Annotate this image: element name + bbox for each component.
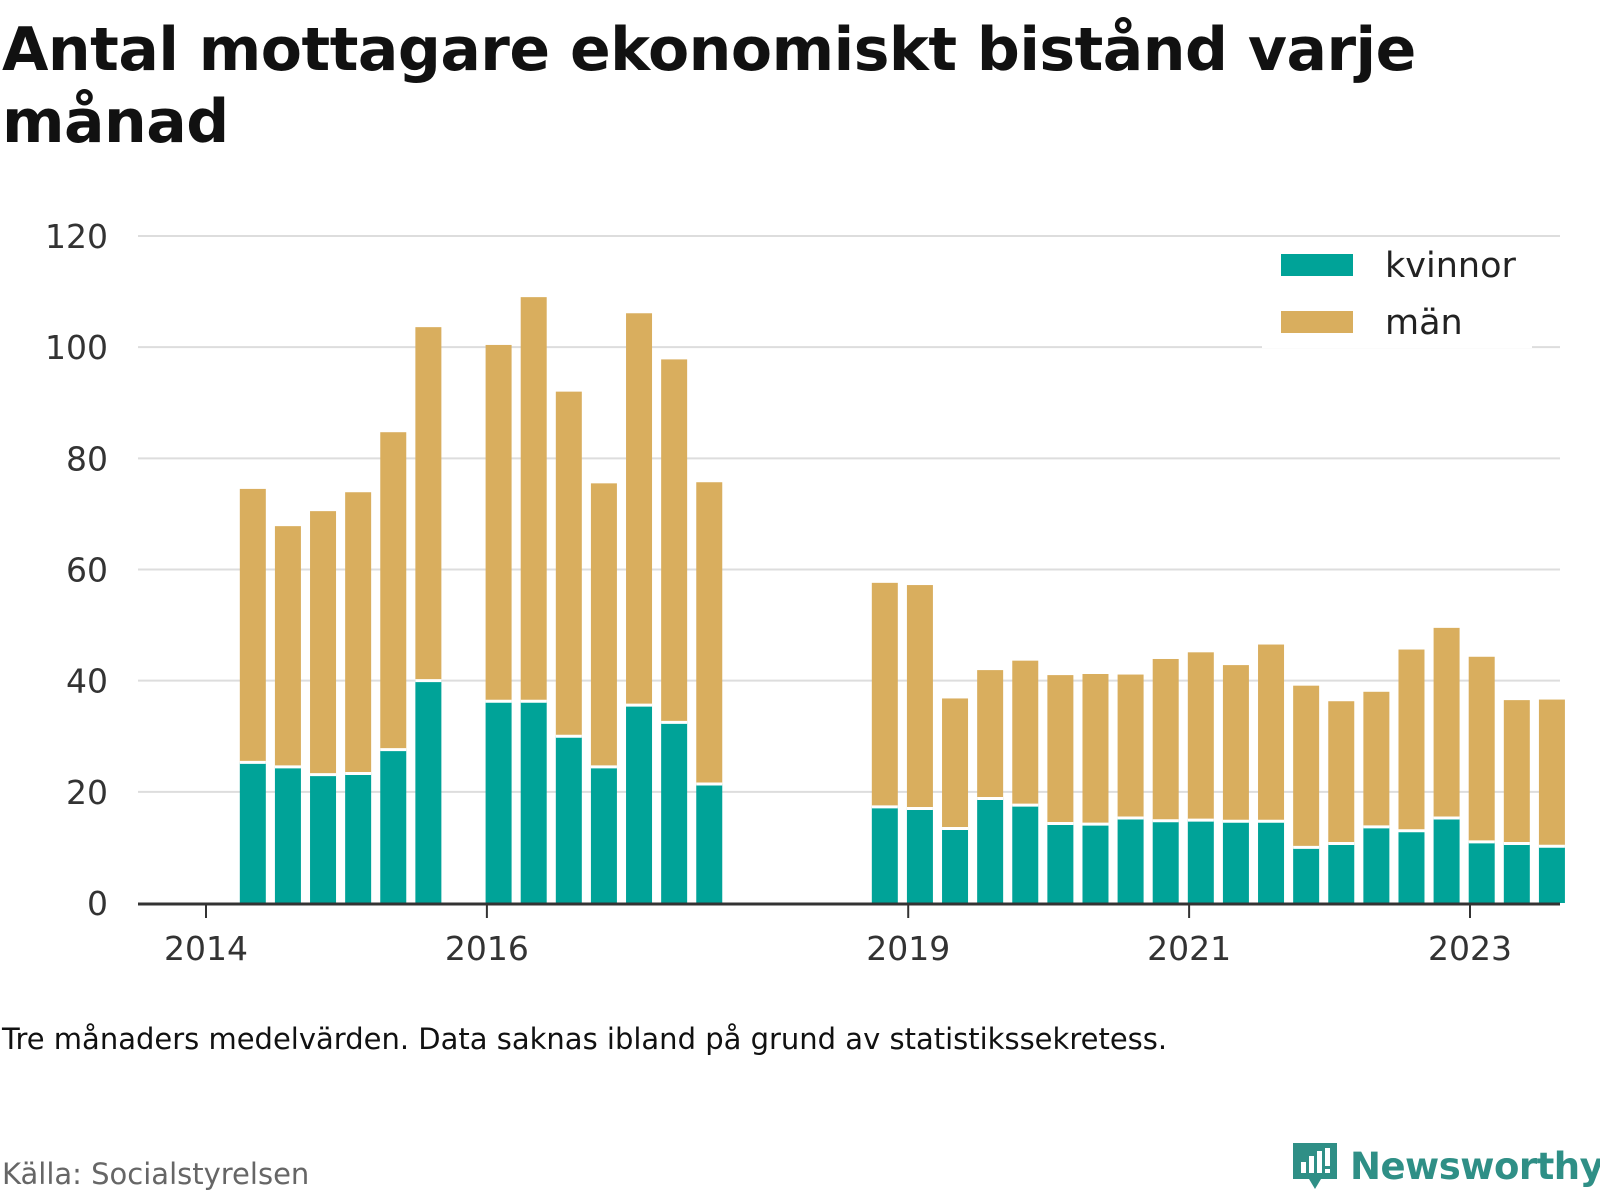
- bar-man: [591, 483, 617, 766]
- legend-swatch: [1281, 254, 1353, 276]
- bar-man: [1082, 674, 1108, 824]
- bar-man: [1504, 700, 1530, 843]
- bar-man: [1153, 659, 1179, 821]
- bar-kvinnor: [1223, 821, 1249, 903]
- bar-kvinnor: [486, 701, 512, 903]
- source-text: Källa: Socialstyrelsen: [2, 1157, 309, 1191]
- bar-kvinnor: [1047, 824, 1073, 903]
- bar-man: [1539, 700, 1565, 847]
- brand-logo: Newsworthy: [1290, 1140, 1600, 1192]
- legend-swatch: [1281, 311, 1353, 333]
- bar-kvinnor: [1153, 821, 1179, 903]
- bar-kvinnor: [1434, 818, 1460, 903]
- legend: kvinnor män: [1262, 240, 1532, 348]
- x-tick-label: 2023: [1428, 929, 1512, 968]
- bar-man: [977, 670, 1003, 798]
- bar-kvinnor: [1363, 827, 1389, 903]
- bar-man: [872, 583, 898, 807]
- bar-man: [240, 489, 266, 762]
- y-tick-label: 120: [45, 217, 108, 256]
- bar-kvinnor: [345, 773, 371, 903]
- brand-name: Newsworthy: [1350, 1145, 1600, 1188]
- bar-kvinnor: [1258, 821, 1284, 903]
- bar-man: [1223, 665, 1249, 821]
- chart: 0 20 40 60 80 100 120 2014 2016 2019 2021 2023 kvi…: [0, 0, 1600, 1000]
- bar-kvinnor: [1328, 844, 1354, 903]
- bar-kvinnor: [696, 784, 722, 903]
- bar-kvinnor: [661, 722, 687, 903]
- bar-kvinnor: [1504, 844, 1530, 903]
- bar-kvinnor: [1469, 842, 1495, 903]
- bar-man: [1047, 675, 1073, 823]
- bar-man: [907, 585, 933, 808]
- y-tick-label: 80: [66, 439, 108, 478]
- bar-man: [1188, 652, 1214, 820]
- x-tick-label: 2021: [1147, 929, 1231, 968]
- legend-label: kvinnor: [1385, 246, 1516, 286]
- bar-kvinnor: [977, 799, 1003, 903]
- y-tick-label: 0: [87, 884, 108, 923]
- newsworthy-logo-icon: [1290, 1140, 1340, 1192]
- bar-man: [380, 432, 406, 749]
- bar-kvinnor: [942, 829, 968, 903]
- bar-man: [556, 392, 582, 737]
- bar-man: [1469, 657, 1495, 842]
- bar-kvinnor: [591, 767, 617, 903]
- bar-kvinnor: [240, 762, 266, 903]
- bar-kvinnor: [310, 775, 336, 903]
- bar-kvinnor: [907, 809, 933, 903]
- bar-kvinnor: [626, 705, 652, 903]
- bar-man: [275, 526, 301, 767]
- y-tick-label: 100: [45, 328, 108, 367]
- chart-note: Tre månaders medelvärden. Data saknas ib…: [2, 1022, 1167, 1056]
- legend-label: män: [1385, 303, 1463, 343]
- x-axis: 2014 2016 2019 2021 2023: [138, 904, 1560, 968]
- bar-man: [1398, 650, 1424, 831]
- bar-man: [310, 511, 336, 774]
- bar-kvinnor: [556, 736, 582, 903]
- bar-kvinnor: [380, 750, 406, 903]
- x-tick-label: 2014: [164, 929, 248, 968]
- x-tick-label: 2019: [866, 929, 950, 968]
- bar-kvinnor: [1293, 847, 1319, 903]
- bar-man: [415, 327, 441, 681]
- y-tick-label: 60: [66, 551, 108, 590]
- bar-kvinnor: [275, 767, 301, 903]
- y-tick-label: 20: [66, 773, 108, 812]
- bar-kvinnor: [872, 807, 898, 903]
- bar-kvinnor: [1082, 824, 1108, 903]
- bar-kvinnor: [521, 701, 547, 903]
- bar-man: [1363, 692, 1389, 827]
- bars: [240, 297, 1565, 903]
- bar-man: [1293, 686, 1319, 848]
- x-tick-label: 2016: [445, 929, 529, 968]
- bar-kvinnor: [1539, 846, 1565, 903]
- bar-man: [1012, 661, 1038, 806]
- bar-man: [486, 345, 512, 701]
- bar-kvinnor: [1012, 805, 1038, 903]
- bar-kvinnor: [1118, 818, 1144, 903]
- bar-kvinnor: [1398, 831, 1424, 903]
- bar-man: [1434, 628, 1460, 818]
- bar-man: [696, 482, 722, 784]
- bar-man: [1328, 701, 1354, 843]
- bar-man: [942, 698, 968, 828]
- bar-man: [661, 359, 687, 722]
- y-tick-label: 40: [66, 662, 108, 701]
- y-axis-labels: 0 20 40 60 80 100 120: [45, 217, 108, 923]
- bar-man: [345, 492, 371, 773]
- bar-man: [1258, 645, 1284, 822]
- bar-man: [521, 297, 547, 701]
- bar-man: [626, 313, 652, 705]
- bar-kvinnor: [415, 681, 441, 903]
- bar-kvinnor: [1188, 820, 1214, 903]
- bar-man: [1118, 675, 1144, 818]
